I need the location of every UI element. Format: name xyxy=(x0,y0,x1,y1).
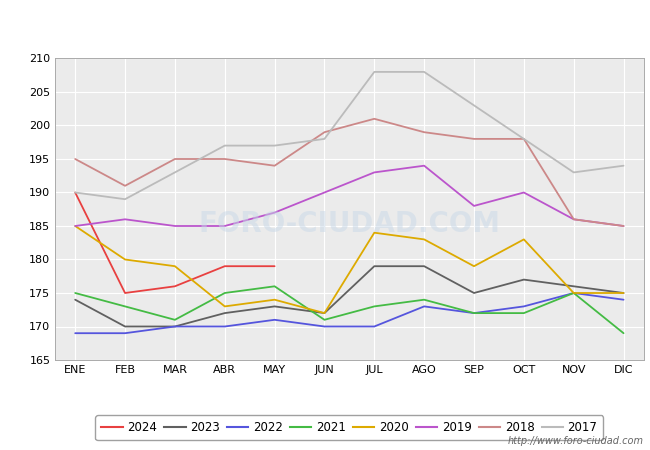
Text: FORO-CIUDAD.COM: FORO-CIUDAD.COM xyxy=(198,210,500,238)
Text: http://www.foro-ciudad.com: http://www.foro-ciudad.com xyxy=(508,436,644,446)
Legend: 2024, 2023, 2022, 2021, 2020, 2019, 2018, 2017: 2024, 2023, 2022, 2021, 2020, 2019, 2018… xyxy=(96,415,603,440)
Text: Afiliados en Villalmanzo a 31/5/2024: Afiliados en Villalmanzo a 31/5/2024 xyxy=(174,14,476,32)
